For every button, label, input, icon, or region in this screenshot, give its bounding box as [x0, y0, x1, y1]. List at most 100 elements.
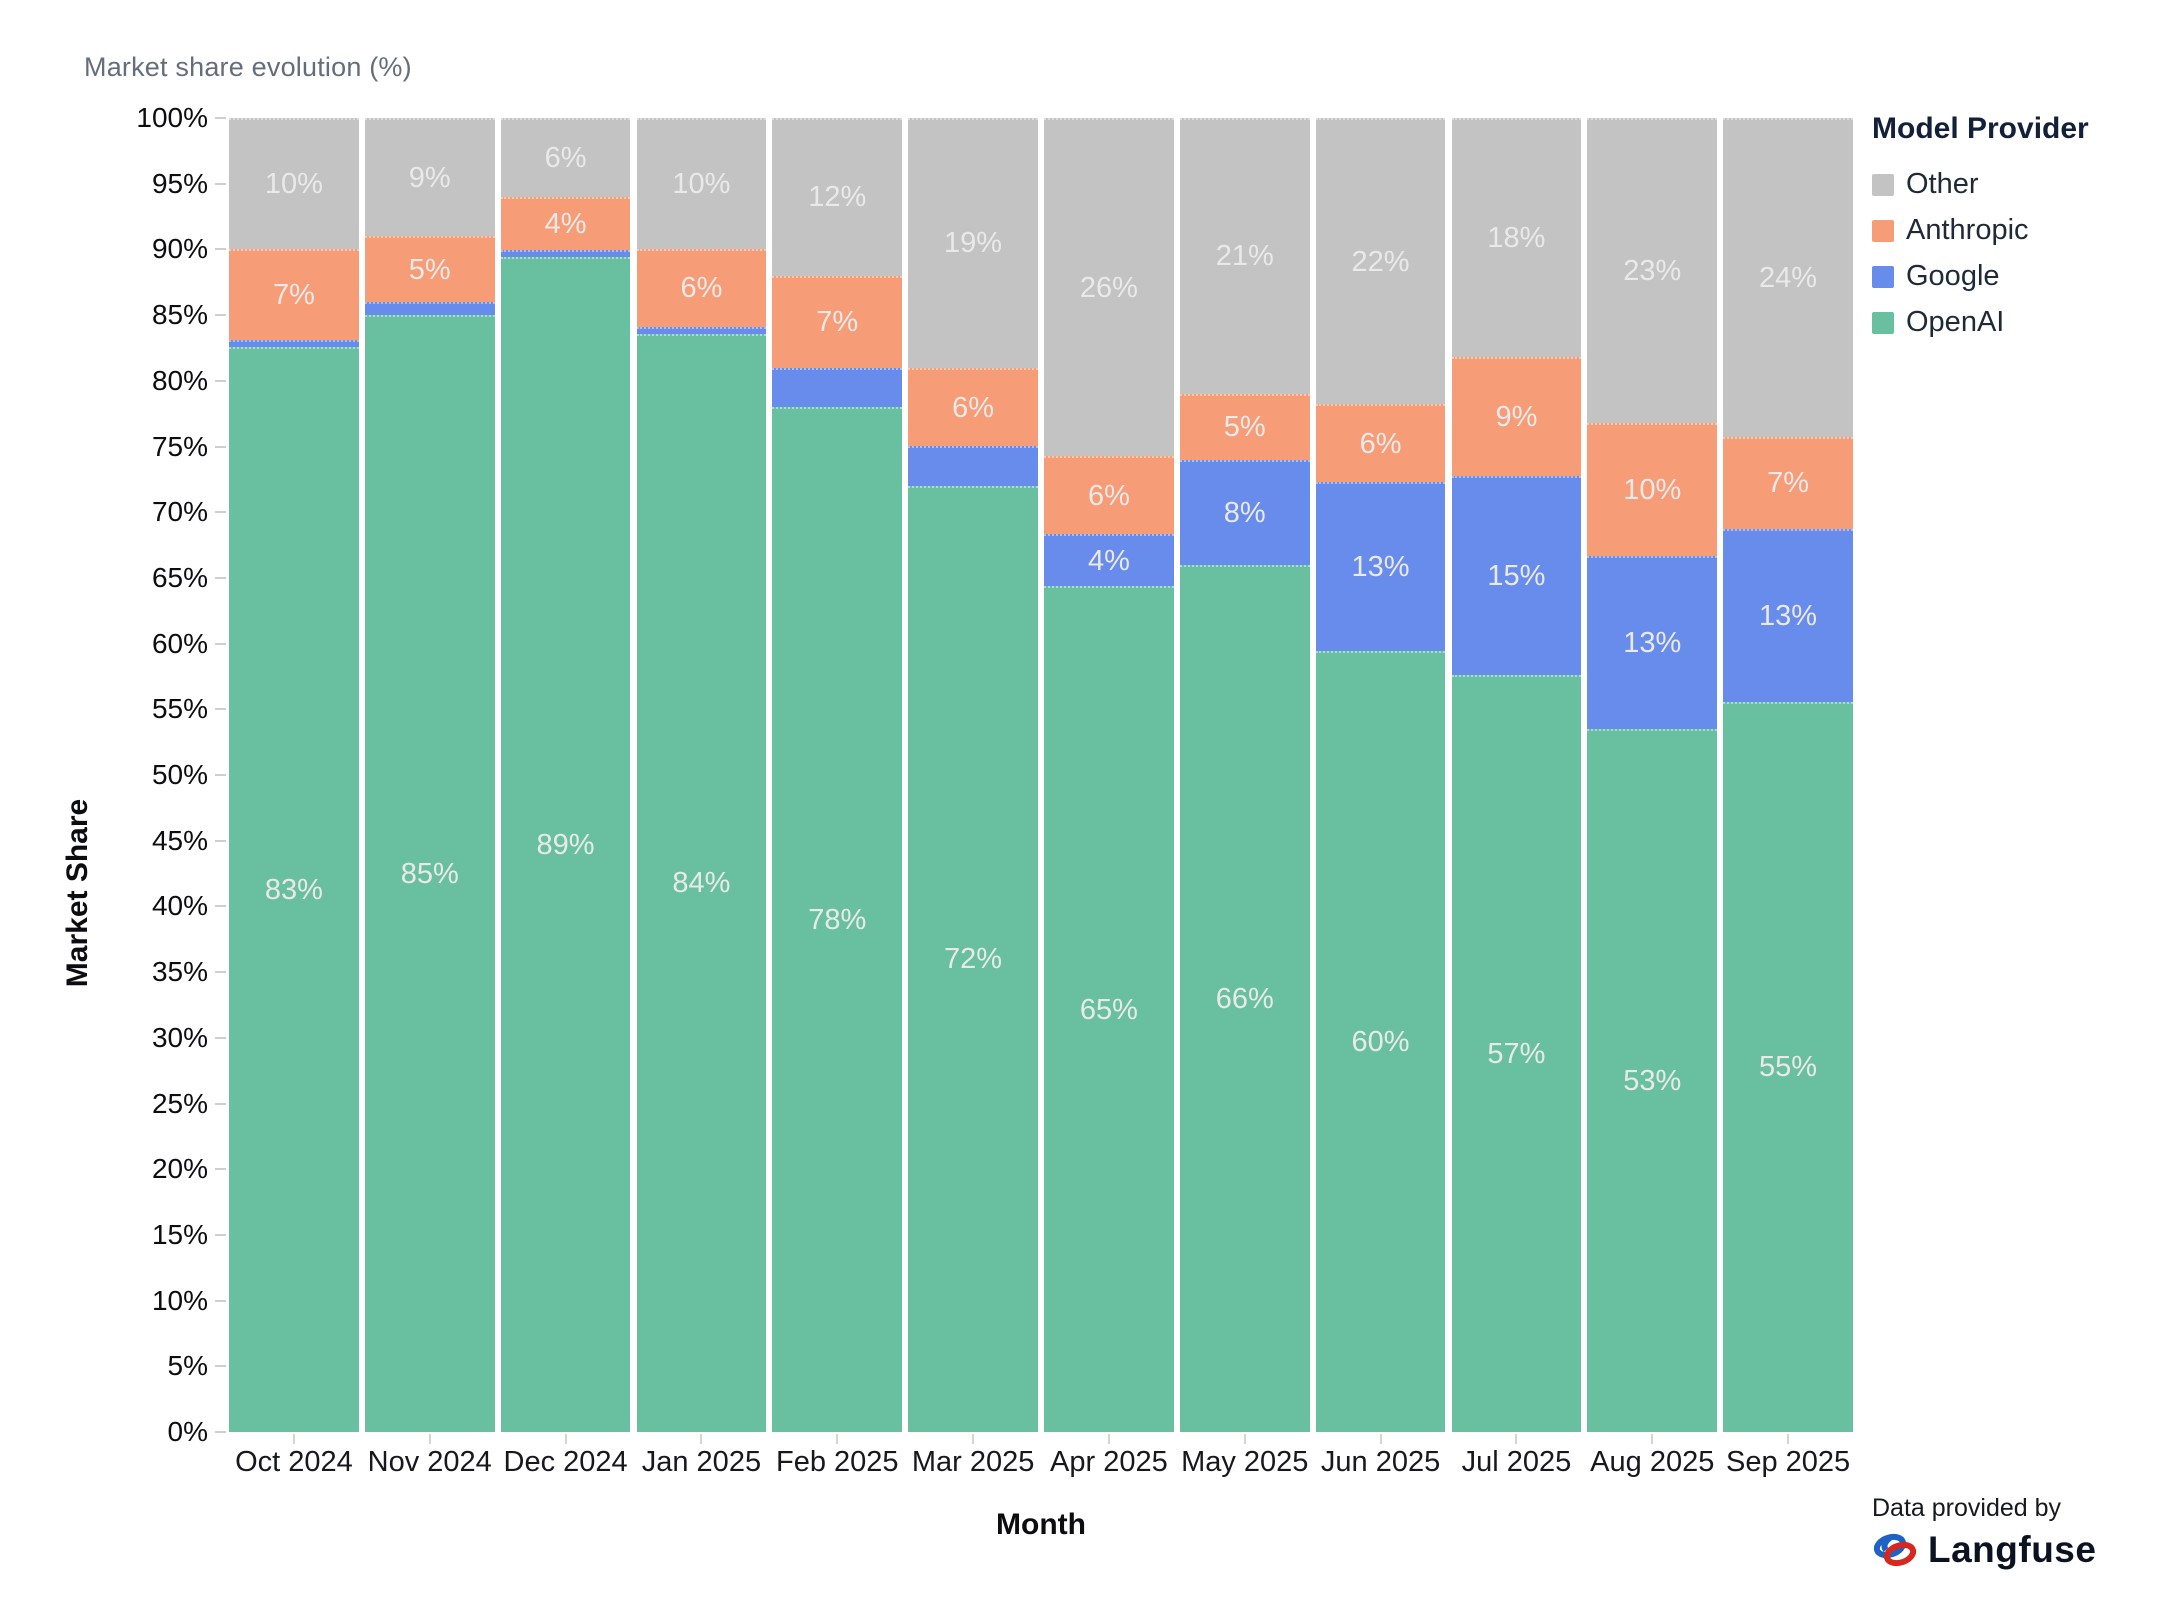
bar-segment-openai[interactable]: 84%: [636, 333, 767, 1432]
bar-value-label: 83%: [264, 873, 323, 906]
y-tick-mark: [215, 1102, 226, 1105]
y-tick-mark: [215, 1168, 226, 1171]
x-axis: Oct 2024 Nov 2024 Dec 2024 Jan 2025 Feb 2025…: [226, 1432, 1856, 1492]
x-tick-label-mar-2025: Mar 2025: [911, 1446, 1035, 1478]
x-tick-mark: [428, 1434, 431, 1444]
x-tick-mark: [972, 1434, 975, 1444]
bar-segment-other[interactable]: 19%: [908, 118, 1038, 368]
bar: 9% 5% 85%: [364, 118, 495, 1432]
bar-value-label: 65%: [1079, 993, 1138, 1026]
legend-item-anthropic[interactable]: Anthropic: [1872, 214, 2142, 247]
bar-column-aug-2025: 23% 10% 13% 53%: [1584, 118, 1720, 1432]
attribution-text: Data provided by: [1872, 1494, 2062, 1522]
bar-value-label: 5%: [408, 253, 451, 286]
bar-segment-google[interactable]: [908, 446, 1038, 486]
bar-segment-anthropic[interactable]: 7%: [1723, 436, 1853, 530]
y-tick-mark: [215, 1431, 226, 1433]
bar-segment-other[interactable]: 9%: [364, 118, 495, 237]
bar-segment-anthropic[interactable]: 7%: [772, 275, 903, 368]
x-tick-mark: [700, 1434, 703, 1444]
bar-segment-google[interactable]: [772, 367, 903, 408]
bar-segment-google[interactable]: 13%: [1315, 482, 1446, 652]
legend-item-other[interactable]: Other: [1872, 168, 2142, 201]
bar-segment-google[interactable]: 4%: [1044, 534, 1174, 587]
y-tick-label: 65%: [151, 561, 208, 593]
bar-value-label: 13%: [1351, 551, 1410, 584]
y-tick-label: 25%: [151, 1087, 208, 1119]
y-tick-mark: [215, 1233, 226, 1236]
x-tick-label-apr-2025: Apr 2025: [1050, 1446, 1168, 1478]
bar-segment-anthropic[interactable]: 9%: [1451, 356, 1582, 477]
bar-segment-openai[interactable]: 83%: [229, 346, 359, 1432]
x-tick-label-aug-2025: Aug 2025: [1590, 1446, 1715, 1478]
bar-segment-other[interactable]: 23%: [1587, 118, 1718, 424]
y-tick-label: 45%: [151, 824, 208, 856]
bar-segment-anthropic[interactable]: 5%: [1179, 393, 1310, 460]
bar-value-label: 4%: [544, 208, 587, 241]
bar-value-label: 7%: [272, 278, 315, 311]
x-tick-label-feb-2025: Feb 2025: [775, 1446, 899, 1478]
bar: 23% 10% 13% 53%: [1587, 118, 1718, 1432]
bar-segment-openai[interactable]: 72%: [908, 485, 1038, 1432]
bar-segment-google[interactable]: 8%: [1179, 459, 1310, 565]
bar-column-dec-2024: 6% 4% 89%: [498, 118, 634, 1432]
y-tick-label: 50%: [151, 759, 208, 790]
bar-segment-openai[interactable]: 60%: [1315, 651, 1446, 1432]
bar-segment-google[interactable]: [364, 301, 495, 316]
bar-segment-anthropic[interactable]: 6%: [1315, 404, 1446, 483]
bar-value-label: 55%: [1759, 1051, 1818, 1084]
bar-segment-google[interactable]: [636, 327, 767, 334]
bar-segment-anthropic[interactable]: 5%: [364, 236, 495, 302]
bar: 26% 6% 4% 65%: [1044, 118, 1174, 1432]
bar-segment-google[interactable]: 15%: [1451, 476, 1582, 676]
y-tick-label: 35%: [151, 956, 208, 988]
bar-segment-anthropic[interactable]: 6%: [1044, 456, 1174, 535]
bar-segment-openai[interactable]: 65%: [1044, 586, 1174, 1432]
bar-value-label: 9%: [1495, 401, 1538, 434]
bar-segment-other[interactable]: 18%: [1451, 118, 1582, 357]
y-tick-mark: [215, 379, 226, 382]
bar-segment-other[interactable]: 10%: [636, 118, 767, 249]
bar-value-label: 7%: [1767, 467, 1810, 500]
bar-segment-other[interactable]: 6%: [500, 118, 631, 198]
bar-segment-other[interactable]: 26%: [1044, 118, 1174, 457]
bar-segment-google[interactable]: [500, 250, 631, 257]
bar-segment-openai[interactable]: 89%: [500, 256, 631, 1432]
y-tick-label: 80%: [151, 364, 208, 396]
bar-segment-anthropic[interactable]: 10%: [1587, 423, 1718, 556]
brand-row[interactable]: Langfuse: [1872, 1529, 2152, 1571]
bar-segment-other[interactable]: 21%: [1179, 118, 1310, 394]
legend-swatch-openai: [1872, 311, 1894, 334]
bar-segment-openai[interactable]: 66%: [1179, 564, 1310, 1432]
bar-segment-anthropic[interactable]: 6%: [636, 248, 767, 328]
bar-segment-other[interactable]: 12%: [772, 118, 903, 276]
bar-segment-google[interactable]: 13%: [1587, 555, 1718, 729]
bar-segment-anthropic[interactable]: 4%: [500, 197, 631, 251]
bar-segment-other[interactable]: 22%: [1315, 118, 1446, 405]
bar-value-label: 6%: [1359, 427, 1402, 460]
bar-value-label: 24%: [1759, 261, 1818, 294]
y-tick-mark: [215, 117, 226, 119]
legend-item-google[interactable]: Google: [1872, 260, 2142, 293]
bar-segment-openai[interactable]: 53%: [1587, 728, 1718, 1432]
bar-segment-openai[interactable]: 55%: [1723, 701, 1853, 1432]
legend-item-openai[interactable]: OpenAI: [1872, 306, 2142, 339]
bar-value-label: 85%: [400, 858, 459, 890]
bar-value-label: 10%: [264, 167, 323, 200]
bar-segment-openai[interactable]: 57%: [1451, 675, 1582, 1432]
bar-segment-anthropic[interactable]: 7%: [229, 248, 359, 341]
bar-segment-anthropic[interactable]: 6%: [908, 367, 1038, 447]
bar: 6% 4% 89%: [500, 118, 631, 1432]
bar-segment-openai[interactable]: 78%: [772, 407, 903, 1432]
bar-segment-openai[interactable]: 85%: [364, 315, 495, 1432]
y-tick-label: 70%: [151, 496, 208, 528]
bar-segment-other[interactable]: 24%: [1723, 118, 1853, 437]
bar-segment-other[interactable]: 10%: [229, 118, 359, 249]
bar: 19% 6% 72%: [908, 118, 1038, 1432]
bar-segment-google[interactable]: [229, 340, 359, 347]
bar: 12% 7% 78%: [772, 118, 903, 1432]
bar-segment-google[interactable]: 13%: [1723, 529, 1853, 702]
bar-value-label: 13%: [1623, 626, 1682, 659]
x-tick-mark: [1651, 1434, 1654, 1444]
